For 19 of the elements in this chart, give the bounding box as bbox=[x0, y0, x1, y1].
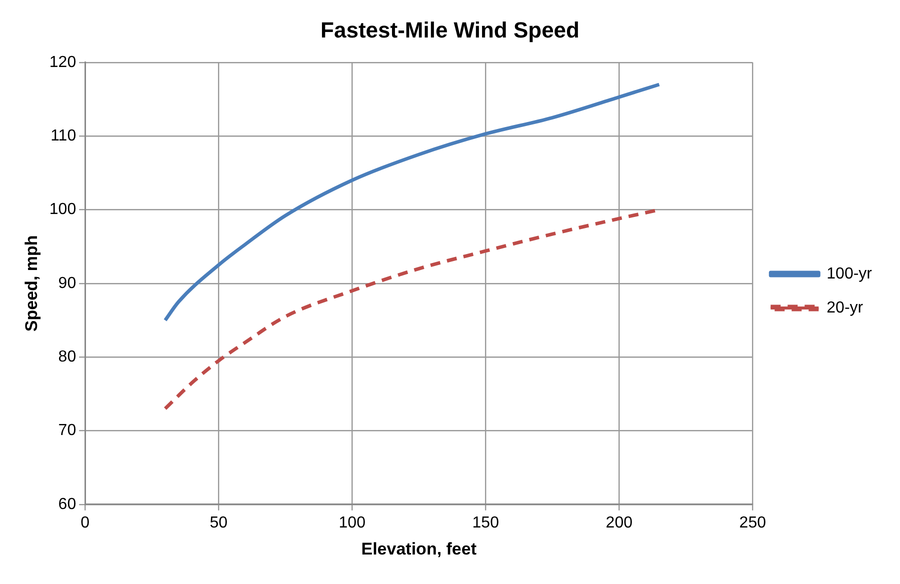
y-axis-title: Speed, mph bbox=[22, 235, 41, 332]
y-tick-label: 120 bbox=[49, 54, 76, 71]
x-tick-label: 100 bbox=[338, 514, 366, 532]
y-tick-label: 80 bbox=[58, 348, 76, 366]
x-tick-label: 200 bbox=[606, 514, 633, 532]
x-tick-label: 250 bbox=[739, 514, 766, 532]
y-tick-label: 60 bbox=[58, 496, 76, 513]
y-tick-label: 100 bbox=[49, 201, 76, 218]
x-tick-label: 0 bbox=[80, 514, 90, 532]
legend-label: 20-yr bbox=[826, 299, 864, 316]
chart-title: Fastest-Mile Wind Speed bbox=[320, 17, 580, 42]
legend-label: 100-yr bbox=[826, 265, 873, 282]
y-tick-label: 110 bbox=[50, 127, 76, 144]
y-tick-label: 70 bbox=[58, 422, 76, 440]
y-tick-label: 90 bbox=[58, 274, 76, 292]
line-series bbox=[163, 82, 661, 322]
x-tick-label: 50 bbox=[210, 514, 228, 532]
x-tick-label: 150 bbox=[472, 514, 500, 532]
x-axis-title: Elevation, feet bbox=[361, 539, 477, 558]
